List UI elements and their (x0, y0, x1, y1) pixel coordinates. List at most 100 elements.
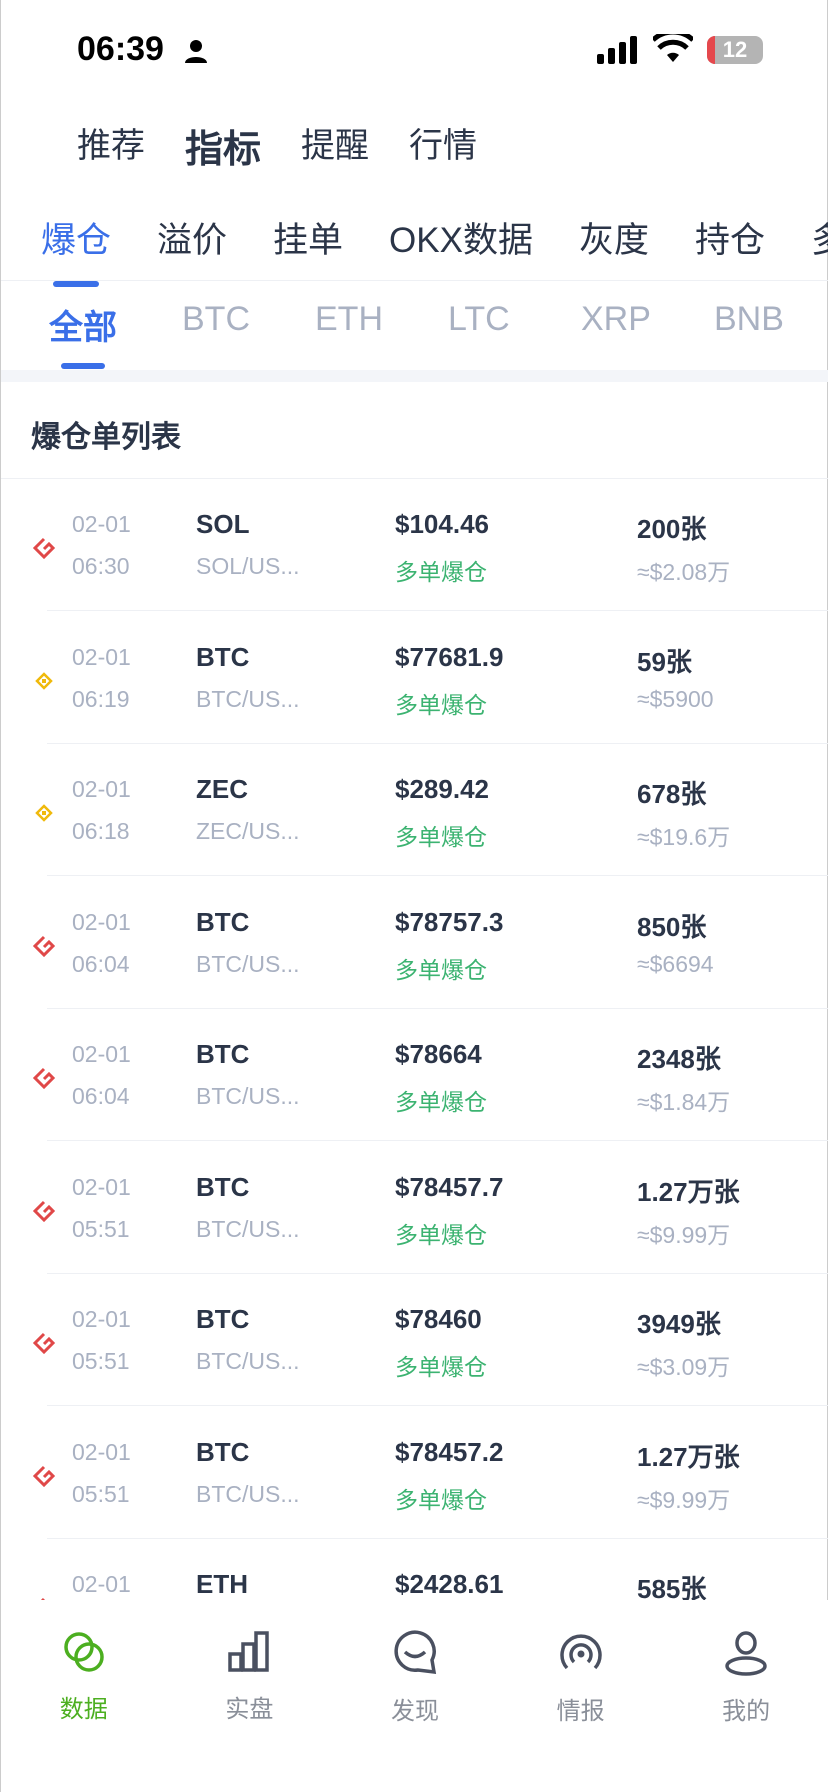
date: 02-01 (72, 908, 131, 935)
nav-mine[interactable]: 我的 (663, 1600, 828, 1792)
bar-chart-icon (228, 1631, 270, 1672)
symbol: BTC (196, 1171, 250, 1202)
bottom-nav: 数据 实盘 发现 情报 我的 (1, 1600, 828, 1792)
row-divider (47, 742, 828, 744)
liquidation-side: 多单爆仓 (395, 824, 487, 850)
time: 05:51 (72, 1215, 130, 1242)
data-rings-icon (64, 1632, 104, 1672)
okx-exchange-icon (33, 1067, 55, 1089)
date: 02-01 (72, 643, 131, 670)
price: $78457.2 (395, 1436, 504, 1467)
nav-live[interactable]: 实盘 (167, 1600, 333, 1792)
nav-label: 情报 (556, 1698, 605, 1725)
category-tabs: 爆仓 溢价 挂单 OKX数据 灰度 持仓 多 (41, 212, 828, 287)
nav-label: 我的 (722, 1698, 771, 1725)
coin-tab-btc[interactable]: BTC (182, 300, 250, 338)
date: 02-01 (72, 1571, 131, 1597)
time: 06:19 (72, 685, 130, 712)
price: $78757.3 (395, 906, 504, 937)
active-underline (61, 363, 105, 369)
date: 02-01 (72, 1173, 131, 1200)
status-bar: 06:39 12 (1, 0, 828, 100)
tab-okx-data[interactable]: OKX数据 (389, 221, 533, 260)
coin-tab-all[interactable]: 全部 (49, 300, 182, 369)
trading-pair: SOL/US... (196, 553, 300, 579)
time: 06:04 (72, 1083, 130, 1109)
usd-value: ≈$6694 (637, 950, 714, 977)
date: 02-01 (72, 776, 131, 802)
divider (1, 478, 828, 479)
amount: 200张 (637, 514, 707, 544)
liquidation-side: 多单爆仓 (395, 1221, 487, 1248)
time: 05:51 (72, 1348, 130, 1374)
symbol: BTC (196, 906, 250, 937)
liquidation-side: 多单爆仓 (395, 1354, 487, 1380)
time: 06:30 (72, 553, 130, 579)
price: $78460 (395, 1304, 482, 1334)
coin-tab-bnb[interactable]: BNB (714, 300, 784, 338)
table-row[interactable]: 02-01 06:04 BTC BTC/US... $78757.3 多单爆仓 850张 ≈$… (1, 877, 828, 1009)
amount: 1.27万张 (637, 1441, 740, 1472)
symbol: BTC (196, 1436, 250, 1467)
usd-value: ≈$19.6万 (637, 824, 731, 850)
liquidation-side: 多单爆仓 (395, 1089, 487, 1115)
tab-recommend[interactable]: 推荐 (77, 127, 145, 165)
price: $289.42 (395, 774, 489, 804)
price: $78457.7 (395, 1171, 504, 1202)
tab-more[interactable]: 多 (811, 212, 828, 287)
okx-exchange-icon (33, 537, 55, 559)
coin-tab-ltc[interactable]: LTC (448, 300, 510, 338)
symbol: BTC (196, 1304, 250, 1334)
tab-premium[interactable]: 溢价 (157, 221, 228, 260)
usd-value: ≈$3.09万 (637, 1354, 731, 1380)
active-underline (53, 281, 99, 287)
user-icon (725, 1631, 767, 1676)
tab-liquidation[interactable]: 爆仓 (41, 212, 111, 287)
date: 02-01 (72, 1306, 131, 1332)
table-row[interactable]: 02-01 06:30 SOL SOL/US... $104.46 多单爆仓 200张 ≈$2… (1, 479, 828, 611)
nav-label: 发现 (390, 1698, 439, 1725)
table-row[interactable]: 02-01 05:51 BTC BTC/US... $78460 多单爆仓 3949张 ≈$3… (1, 1274, 828, 1406)
okx-exchange-icon (33, 1200, 55, 1222)
row-divider (47, 610, 828, 611)
date: 02-01 (72, 511, 131, 537)
battery-indicator: 12 (707, 36, 763, 64)
tab-positions[interactable]: 持仓 (694, 221, 765, 260)
tab-grayscale[interactable]: 灰度 (578, 221, 649, 260)
symbol: ETH (196, 1569, 248, 1599)
nav-data[interactable]: 数据 (1, 1600, 167, 1792)
nav-intel[interactable]: 情报 (498, 1600, 664, 1792)
date: 02-01 (72, 1041, 131, 1067)
time: 06:18 (72, 818, 130, 844)
clock: 06:39 (77, 30, 164, 68)
row-divider (47, 1007, 828, 1009)
table-row[interactable]: 02-01 06:19 BTC BTC/US... $77681.9 多单爆仓 59张 ≈$5… (1, 612, 828, 744)
battery-level: 12 (722, 37, 748, 62)
tab-orders[interactable]: 挂单 (273, 221, 344, 260)
table-row[interactable]: 02-01 06:18 ZEC ZEC/US... $289.42 多单爆仓 678张 ≈$1… (1, 744, 828, 876)
separator-band (1, 370, 828, 382)
row-divider (47, 1537, 828, 1539)
tab-alerts[interactable]: 提醒 (301, 127, 370, 165)
table-row[interactable]: 02-01 06:04 BTC BTC/US... $78664 多单爆仓 2348张 ≈$1… (1, 1009, 828, 1141)
coin-tab-eth[interactable]: ETH (315, 300, 383, 338)
symbol: BTC (196, 1039, 250, 1069)
row-divider (47, 1272, 828, 1274)
coin-tab-xrp[interactable]: XRP (581, 300, 651, 338)
trading-pair: BTC/US... (196, 685, 300, 712)
date: 02-01 (72, 1438, 131, 1465)
tab-market[interactable]: 行情 (409, 127, 478, 165)
table-row[interactable]: 02-01 05:51 BTC BTC/US... $78457.7 多单爆仓 1.27万张… (1, 1142, 828, 1274)
chat-bubble-icon (394, 1630, 437, 1675)
trading-pair: BTC/US... (196, 1215, 300, 1242)
nav-discover[interactable]: 发现 (332, 1600, 498, 1792)
price: $78664 (395, 1039, 482, 1069)
tab-label: 全部 (49, 309, 117, 347)
time: 05:51 (72, 1480, 130, 1507)
table-row[interactable]: 02-01 05:51 BTC BTC/US... $78457.2 多单爆仓 1.27万张… (1, 1407, 828, 1539)
binance-exchange-icon (35, 671, 53, 690)
tab-indicators[interactable]: 指标 (185, 129, 262, 171)
liquidation-side: 多单爆仓 (395, 559, 487, 585)
nav-label: 实盘 (225, 1696, 274, 1723)
row-divider (47, 1140, 828, 1141)
